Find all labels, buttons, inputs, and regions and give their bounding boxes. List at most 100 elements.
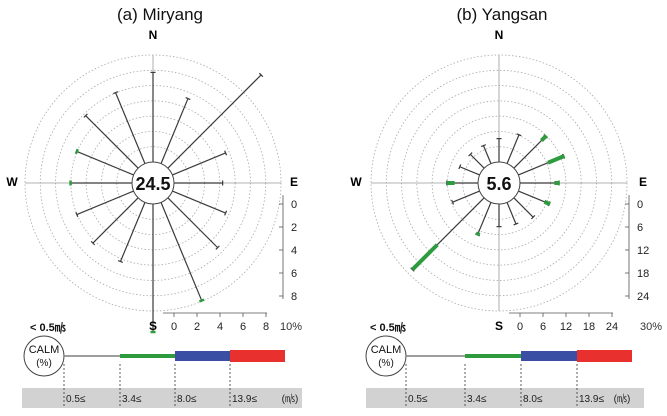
petal-sse	[160, 202, 203, 301]
vertical-tick-label: 18	[637, 268, 649, 280]
petal-ne	[513, 136, 546, 169]
direction-label-s: S	[149, 319, 157, 333]
petal-tip-wsw	[451, 199, 455, 205]
petal-ese	[172, 190, 226, 214]
speed-segment-ne	[540, 134, 548, 142]
radial-ticks-vertical: 0 6 12 18 24	[625, 195, 649, 303]
legend-unit: (㎧)	[282, 393, 299, 405]
legend-calm-label: CALM	[29, 344, 60, 356]
petal-tip-nw	[83, 113, 88, 118]
petal-tip-nw	[468, 152, 473, 157]
legend-bin-label: 0.5≤	[408, 394, 428, 405]
petal-tip-ese	[224, 210, 228, 216]
chart-title: (b) Yangsan	[456, 5, 547, 24]
horizontal-tick-label: 0	[517, 321, 523, 333]
horizontal-tick-label: 0	[171, 321, 177, 333]
speed-legend-miryang: < 0.5㎧ CALM (%) 0.5≤ 3.4≤ 8.0≤ 13.9≤ (㎧)	[22, 321, 302, 408]
vertical-tick-label: 0	[291, 199, 297, 211]
petal-wsw	[452, 190, 480, 203]
calm-circle	[477, 161, 521, 205]
legend-speed-bar-0	[406, 355, 465, 357]
direction-label-w: W	[6, 175, 18, 189]
petal-nnw	[115, 92, 146, 164]
petal-nw	[469, 153, 485, 169]
calm-value: 5.6	[486, 174, 511, 194]
vertical-tick-label: 24	[637, 291, 649, 303]
calm-threshold-label: < 0.5㎧	[370, 321, 406, 334]
horizontal-tick-label: 12	[560, 321, 572, 333]
petal-ne	[167, 74, 262, 169]
calm-threshold-label: < 0.5㎧	[30, 321, 66, 334]
vertical-tick-label: 4	[291, 245, 297, 257]
legend-bin-label: 13.9≤	[232, 394, 257, 405]
petal-ese	[518, 190, 550, 205]
legend-bin-label: 8.0≤	[177, 394, 197, 405]
horizontal-tick-label: 8	[263, 321, 269, 333]
petal-tip-nnw	[480, 144, 487, 148]
legend-speed-bars	[64, 350, 285, 362]
petal-tip-wsw	[75, 212, 79, 218]
legend-speed-bar-3	[230, 350, 285, 362]
radial-ticks-vertical: 0 2 4 6 8	[279, 195, 297, 303]
direction-label-s: S	[495, 319, 503, 333]
legend-bin-label: 8.0≤	[523, 394, 543, 405]
legend-band	[366, 388, 644, 408]
wind-rose-yangsan: (b) Yangsan 5.6 N E S W 0 6 12 18 24 0 6 12 18 2…	[350, 5, 662, 333]
vertical-tick-label: 12	[637, 245, 649, 257]
petal-sw	[92, 197, 139, 244]
horizontal-tick-label: 2	[194, 321, 200, 333]
petal-wsw	[76, 190, 134, 216]
legend-bin-label: 0.5≤	[66, 394, 86, 405]
direction-label-w: W	[350, 175, 362, 189]
vertical-tick-label: 8	[291, 291, 297, 303]
speed-segment-ese	[543, 199, 551, 207]
petal-tip-nnw	[113, 91, 119, 95]
petal-tip-wnw	[458, 164, 462, 170]
horizontal-tick-label: 6	[540, 321, 546, 333]
petal-tip-se	[215, 245, 220, 250]
direction-label-n: N	[495, 28, 504, 42]
legend-calm-label: CALM	[371, 344, 402, 356]
legend-speed-bar-2	[521, 351, 577, 361]
legend-bin-label: 13.9≤	[579, 394, 604, 405]
petal-tip-ene	[224, 150, 228, 156]
petal-ene	[172, 152, 226, 176]
petal-tip-ne	[258, 72, 264, 78]
petal-nnw	[482, 145, 492, 164]
petal-tip-ssw	[117, 260, 124, 264]
legend-band	[22, 388, 302, 408]
legend-speed-bins: 0.5≤ 3.4≤ 8.0≤ 13.9≤	[405, 364, 604, 408]
legend-calm-circle	[365, 335, 407, 377]
petal-ssw	[476, 202, 492, 236]
legend-calm-unit: (%)	[36, 358, 52, 369]
wind-rose-miryang: (a) Miryang 24.5 N E S W 0 2 4 6 8 0 2 4 6 8 10%	[6, 5, 302, 334]
legend-speed-bar-3	[577, 350, 632, 362]
legend-speed-bar-2	[175, 351, 230, 361]
petal-tip-wnw	[74, 148, 79, 155]
radial-ticks-horizontal: 0 6 12 18 24	[509, 312, 618, 333]
petal-wnw	[76, 150, 134, 176]
legend-calm-unit: (%)	[378, 358, 394, 369]
legend-unit: (㎧)	[614, 393, 631, 405]
horizontal-tick-label: 6	[240, 321, 246, 333]
speed-legend-yangsan: < 0.5㎧ CALM (%) 0.5≤ 3.4≤ 8.0≤ 13.9≤ (㎧)	[365, 321, 644, 408]
horizontal-tick-label: 18	[583, 321, 595, 333]
legend-speed-bar-0	[64, 355, 120, 357]
rose-petals	[69, 71, 264, 334]
petal-tip-se	[530, 214, 536, 220]
legend-bin-label: 3.4≤	[467, 394, 487, 405]
direction-label-e: E	[290, 175, 298, 189]
rose-petals	[410, 133, 566, 272]
legend-speed-bars	[406, 350, 632, 362]
speed-segment-ssw	[475, 231, 481, 237]
direction-label-n: N	[149, 28, 158, 42]
legend-speed-bar-1	[465, 354, 521, 358]
petal-nw	[85, 115, 139, 169]
petal-sse	[506, 202, 517, 225]
vertical-tick-label: 6	[637, 222, 643, 234]
legend-speed-bins: 0.5≤ 3.4≤ 8.0≤ 13.9≤	[63, 364, 257, 408]
petal-ssw	[119, 202, 146, 262]
vertical-tick-label: 2	[291, 222, 297, 234]
chart-title: (a) Miryang	[117, 5, 203, 24]
calm-circle	[131, 161, 175, 205]
